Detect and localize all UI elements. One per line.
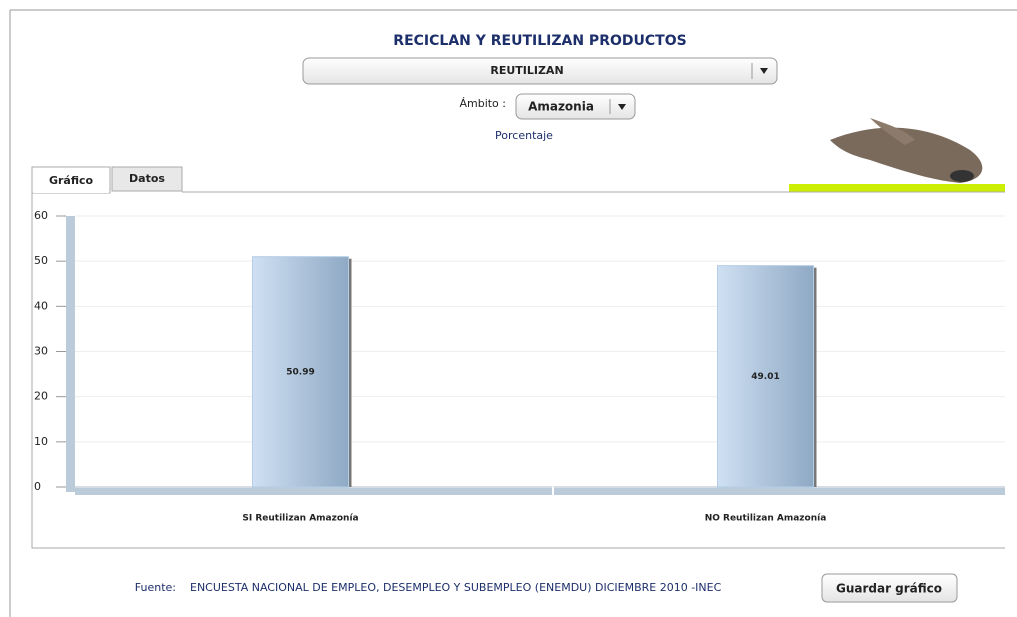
x-tick-label: NO Reutilizan Amazonía [705,514,827,524]
selector-dropdown[interactable]: REUTILIZAN [303,58,777,84]
accent-bar [789,184,1005,192]
unit-label: Porcentaje [495,129,553,142]
x-tick-label: SI Reutilizan Amazonía [242,514,358,524]
y-tick-label: 20 [34,390,48,403]
chart: 0 10 20 30 40 50 60 SI Reutilizan Amazonía 50.99… [34,209,1005,524]
scope-value: Amazonia [528,100,594,114]
page: RECICLAN Y REUTILIZAN PRODUCTOS REUTILIZ… [0,0,1017,617]
y-tick-label: 50 [34,254,48,267]
y-tick-label: 30 [34,345,48,358]
value-label: 49.01 [751,372,779,382]
y-tick-label: 10 [34,435,48,448]
value-label: 50.99 [286,367,314,377]
tab-datos[interactable]: Datos [112,167,182,191]
source-label: Fuente: [135,581,176,594]
source-text: ENCUESTA NACIONAL DE EMPLEO, DESEMPLEO Y… [190,581,722,594]
scope-label: Ámbito : [459,97,506,110]
y-tick-label: 0 [34,480,41,493]
tab-label: Gráfico [49,174,94,187]
button-label: Guardar gráfico [836,582,942,596]
y-tick-label: 40 [34,299,48,312]
scope-dropdown[interactable]: Amazonia [516,94,635,119]
selector-value: REUTILIZAN [490,64,563,77]
tab-grafico[interactable]: Gráfico [32,167,110,193]
y-tick-label: 60 [34,209,48,222]
tab-label: Datos [129,172,165,185]
hand-image [830,118,982,183]
save-button[interactable]: Guardar gráfico [822,574,957,602]
page-title: RECICLAN Y REUTILIZAN PRODUCTOS [393,33,686,49]
y-axis-wall [66,216,75,492]
